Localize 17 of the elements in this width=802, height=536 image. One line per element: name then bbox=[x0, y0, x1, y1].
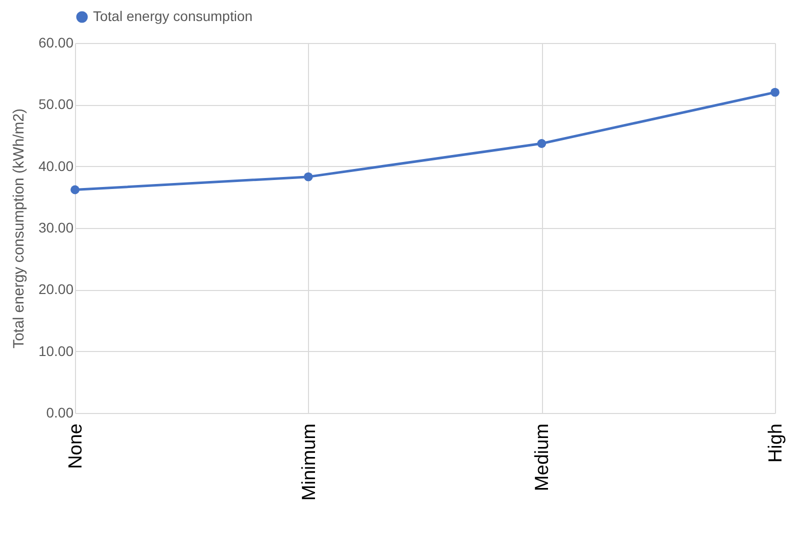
y-tick-label: 40.00 bbox=[38, 158, 74, 174]
y-axis-title: Total energy consumption (kWh/m2) bbox=[10, 108, 28, 349]
y-tick-label: 0.00 bbox=[46, 404, 74, 420]
x-tick-label: Minimum bbox=[298, 424, 320, 501]
y-tick-label: 10.00 bbox=[38, 342, 74, 359]
point bbox=[70, 185, 80, 194]
x-tick-label: High bbox=[766, 424, 786, 463]
y-tick-label: 30.00 bbox=[38, 220, 74, 236]
legend-label: Total energy consumption bbox=[93, 8, 253, 24]
y-tick-label: 20.00 bbox=[38, 281, 74, 298]
point bbox=[304, 172, 313, 182]
point bbox=[770, 88, 780, 97]
point bbox=[537, 139, 546, 148]
y-tick-label: 60.00 bbox=[38, 34, 74, 50]
x-tick-label: None bbox=[66, 424, 86, 469]
x-tick-label: Medium bbox=[532, 424, 554, 492]
y-tick-label: 50.00 bbox=[38, 96, 74, 112]
